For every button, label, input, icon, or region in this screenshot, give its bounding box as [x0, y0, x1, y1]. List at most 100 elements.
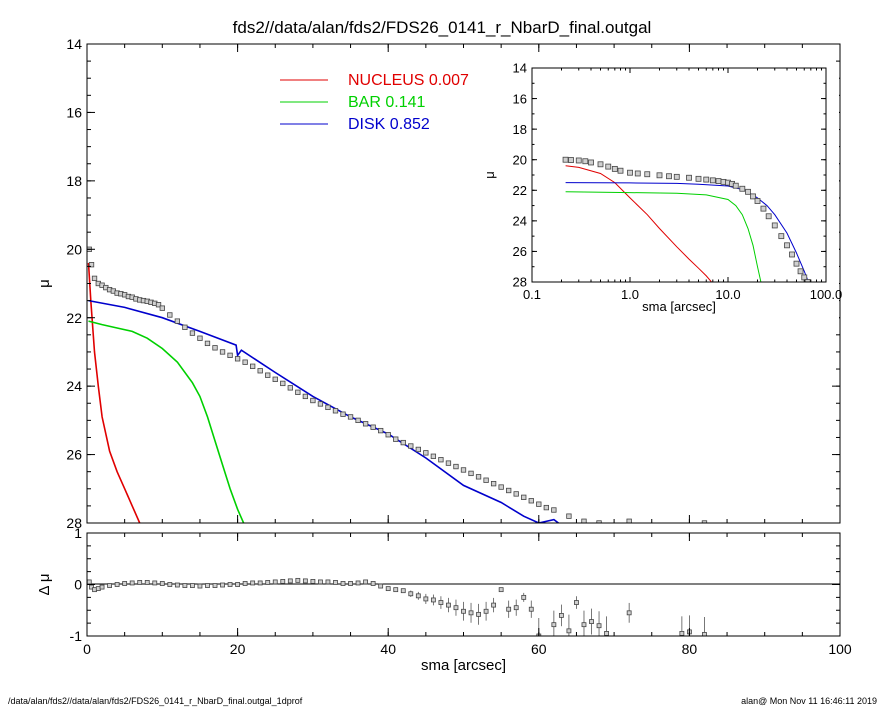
data-point — [317, 401, 324, 407]
data-point — [355, 417, 361, 424]
data-point — [91, 275, 98, 282]
data-point — [219, 349, 226, 355]
data-point — [295, 389, 301, 395]
x-tick-label: 60 — [531, 641, 547, 657]
data-point — [287, 578, 293, 584]
data-point — [415, 593, 421, 599]
data-point — [490, 481, 497, 487]
data-point — [378, 583, 384, 589]
data-point — [137, 580, 143, 585]
data-point — [627, 169, 633, 176]
data-point — [543, 504, 549, 511]
data-point — [468, 610, 474, 616]
legend-label-bar: BAR 0.141 — [348, 94, 425, 111]
data-point — [280, 380, 286, 387]
data-point — [182, 583, 188, 588]
main-profile-panel: 14 16 18 20 22 24 26 28 μ — [36, 36, 841, 546]
legend-label-nucleus: NUCLEUS 0.007 — [348, 72, 469, 89]
data-point — [88, 262, 95, 268]
data-point — [363, 579, 369, 585]
data-point — [476, 611, 481, 617]
data-point — [551, 622, 557, 628]
data-point — [498, 484, 504, 490]
data-point — [87, 579, 92, 585]
y-axis-label: Δ μ — [36, 573, 53, 595]
data-point — [408, 591, 414, 597]
y-tick-label: 24 — [66, 378, 82, 394]
x-tick-label: 80 — [682, 641, 698, 657]
data-point — [242, 359, 248, 365]
data-point — [347, 414, 354, 420]
y-tick-label: 20 — [66, 241, 82, 257]
data-point — [528, 606, 534, 612]
footer-timestamp: alan@ Mon Nov 11 16:46:11 2019 — [741, 696, 877, 706]
data-point — [438, 457, 444, 463]
data-point — [575, 157, 582, 164]
data-point — [804, 279, 811, 282]
data-point — [582, 158, 589, 165]
data-point — [562, 156, 569, 163]
data-point — [167, 312, 173, 318]
data-point — [644, 171, 651, 178]
data-point — [702, 632, 707, 636]
data-point — [227, 582, 233, 587]
data-point — [438, 600, 444, 605]
data-point — [205, 583, 210, 588]
data-point — [589, 619, 594, 624]
data-point — [771, 222, 778, 229]
footer-file-path: /data/alan/fds2//data/alan/fds2/FDS26_01… — [8, 696, 303, 706]
data-point — [506, 487, 512, 494]
data-point — [491, 602, 497, 608]
data-point — [793, 260, 800, 267]
data-point — [778, 233, 785, 240]
data-point — [666, 173, 672, 180]
data-point — [617, 167, 624, 174]
data-point — [581, 518, 587, 523]
data-point — [234, 356, 241, 362]
data-point — [797, 268, 804, 275]
x-tick-label: 100 — [828, 641, 852, 657]
y-tick-label: 26 — [66, 447, 82, 463]
data-point — [765, 213, 772, 220]
data-point — [687, 541, 692, 546]
data-point — [325, 579, 331, 585]
data-point — [739, 185, 746, 192]
data-point — [461, 608, 466, 614]
data-point — [250, 580, 256, 586]
data-point — [265, 372, 271, 378]
data-point — [393, 587, 399, 593]
data-point — [430, 453, 437, 459]
data-point — [528, 498, 534, 504]
data-point — [596, 623, 602, 629]
y-tick-label: 24 — [513, 214, 527, 229]
legend: NUCLEUS 0.007 BAR 0.141 DISK 0.852 — [280, 72, 469, 133]
data-point — [597, 161, 604, 168]
data-point — [605, 163, 612, 170]
data-point — [672, 538, 677, 543]
data-point — [612, 528, 617, 533]
data-point — [558, 613, 564, 618]
data-point — [152, 580, 158, 586]
inset-plot-area — [562, 156, 811, 282]
main-plot-area — [87, 246, 708, 546]
data-point — [703, 176, 710, 183]
data-point — [257, 368, 263, 374]
data-point — [475, 474, 482, 480]
x-tick-label: 1.0 — [621, 287, 639, 302]
y-tick-label: 14 — [513, 61, 527, 76]
data-point — [310, 397, 316, 404]
data-point — [686, 174, 692, 181]
data-point — [333, 580, 338, 585]
data-point — [302, 578, 308, 584]
y-tick-label: 28 — [513, 275, 527, 290]
data-point — [197, 583, 203, 589]
series-line-disk — [565, 182, 809, 282]
data-point — [715, 178, 722, 185]
data-point — [182, 324, 188, 330]
data-point — [155, 302, 162, 308]
y-tick-label: 0 — [74, 577, 82, 593]
legend-label-disk: DISK 0.852 — [348, 116, 430, 133]
data-point — [483, 608, 489, 614]
